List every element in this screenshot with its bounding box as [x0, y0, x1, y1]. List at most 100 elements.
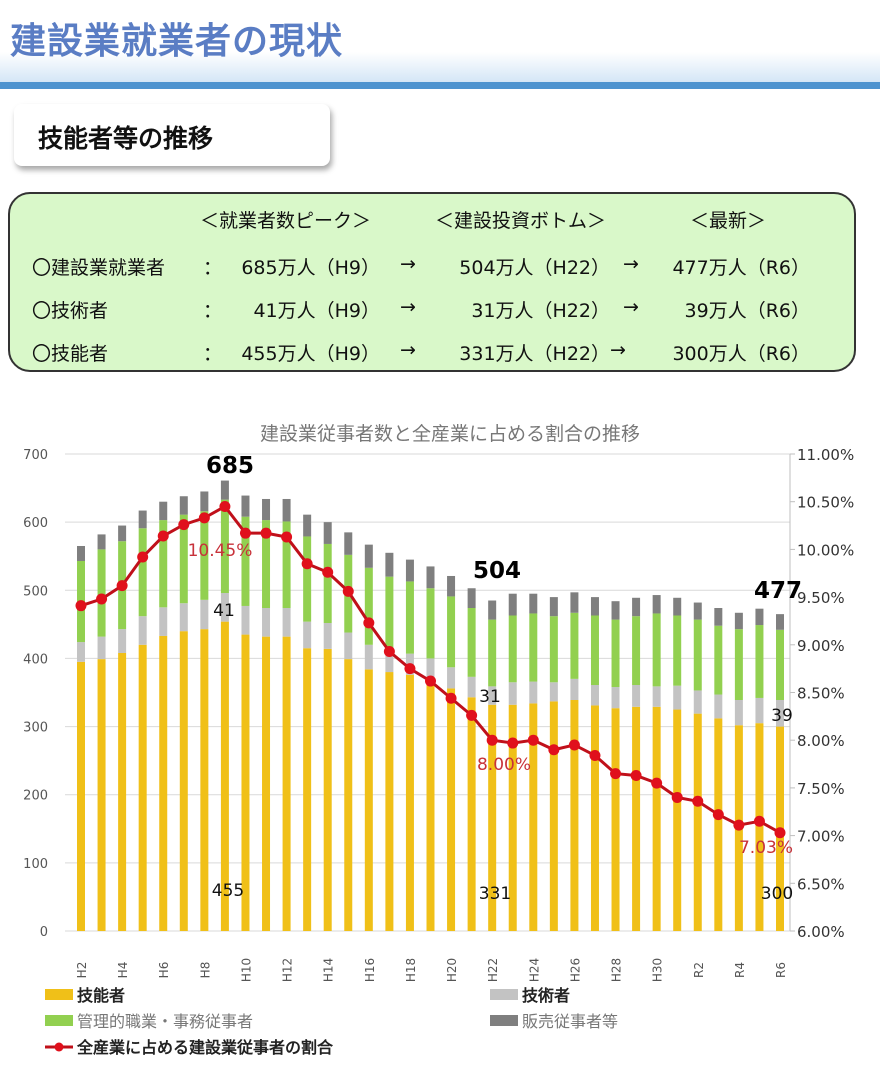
bar-segment [241, 495, 250, 517]
x-tick-label: H26 [568, 958, 582, 982]
legend-swatch [490, 1015, 518, 1026]
y2-tick-label: 9.00% [797, 637, 845, 655]
bar-segment [405, 674, 414, 931]
bar-segment [652, 706, 661, 931]
bar-segment [611, 687, 620, 709]
bar-segment [488, 704, 497, 931]
ratio-point [178, 519, 190, 531]
bar-segment [590, 685, 599, 706]
bar-segment [385, 672, 394, 931]
bar-segment [77, 661, 85, 931]
ratio-point [198, 512, 210, 524]
bar-segment [549, 682, 558, 702]
y-tick-label: 700 [23, 448, 48, 463]
bar-segment [77, 642, 85, 662]
x-tick-label: H8 [198, 962, 212, 979]
bar-segment [632, 597, 641, 617]
header-rule [0, 82, 880, 89]
bar-segment [159, 635, 168, 931]
bar-segment [159, 501, 168, 521]
row-label: 〇技術者 [32, 300, 109, 322]
ratio-point [610, 768, 622, 780]
bar-segment [282, 636, 291, 931]
data-label-ratio: 10.45% [188, 541, 253, 561]
data-label-skilled: 331 [479, 884, 511, 904]
ratio-point [527, 734, 539, 746]
bar-segment [570, 612, 579, 679]
ratio-point [383, 645, 395, 657]
bar-segment [138, 644, 147, 931]
bar-segment [118, 652, 127, 931]
bar-segment [262, 498, 271, 521]
ratio-point [507, 737, 519, 749]
ratio-point [157, 530, 169, 542]
bar-segment [776, 629, 784, 700]
x-tick-label: H2 [75, 962, 89, 979]
y2-tick-label: 9.50% [797, 589, 845, 607]
bar-segment [590, 615, 599, 686]
ratio-point [651, 777, 663, 789]
bar-segment [611, 601, 620, 620]
ratio-point [733, 819, 745, 831]
row-sep: ： [203, 257, 223, 279]
x-tick-label: H4 [116, 962, 130, 979]
legend-label: 技能者 [77, 986, 125, 1005]
x-tick-label: H10 [239, 958, 253, 982]
bar-segment [323, 543, 332, 623]
bar-segment [385, 576, 394, 652]
y2-tick-label: 7.50% [797, 780, 845, 798]
ratio-point [219, 500, 231, 512]
bar-segment [776, 699, 784, 727]
bar-segment [282, 608, 291, 637]
y2-tick-label: 8.50% [797, 685, 845, 703]
bar-segment [303, 514, 312, 537]
row-sep: ： [203, 343, 223, 365]
bar-segment [549, 701, 558, 931]
arrow: → [623, 296, 639, 318]
bar-segment [344, 659, 353, 931]
bar-segment [467, 697, 476, 931]
bar-segment [426, 588, 435, 659]
bar-segment [508, 704, 517, 931]
data-label-total: 685 [206, 453, 254, 479]
y2-tick-label: 10.50% [797, 494, 854, 512]
row-bottom: 331万人（H22） [459, 343, 610, 365]
col-header-latest: ＜最新＞ [690, 210, 767, 232]
ratio-point [75, 600, 87, 612]
bar-segment [426, 658, 435, 682]
bar-segment [138, 528, 147, 617]
y2-tick-label: 11.00% [797, 446, 854, 464]
bar-segment [488, 600, 497, 620]
legend-swatch [45, 989, 73, 1000]
bar-segment [426, 566, 435, 589]
ratio-point [692, 795, 704, 807]
bar-segment [755, 723, 764, 931]
bar-segment [714, 608, 723, 626]
bar-segment [570, 592, 579, 613]
x-tick-label: H14 [322, 958, 336, 982]
header-band [0, 52, 880, 82]
data-label-technician: 31 [479, 687, 501, 707]
bar-segment [693, 690, 702, 714]
row-latest: 300万人（R6） [672, 343, 810, 365]
bar-segment [364, 544, 373, 568]
bar-segment [179, 603, 188, 632]
x-tick-label: R6 [774, 962, 788, 978]
bar-segment [323, 622, 332, 649]
bar-segment [118, 629, 127, 653]
x-tick-label: H30 [651, 958, 665, 982]
bar-segment [632, 706, 641, 931]
bar-segment [549, 616, 558, 683]
bar-segment [159, 607, 168, 636]
bar-segment [344, 532, 353, 555]
bar-segment [673, 709, 682, 931]
legend-label: 全産業に占める建設業従事者の割合 [76, 1038, 334, 1057]
bar-segment [714, 694, 723, 719]
data-label-total: 477 [754, 578, 802, 604]
ratio-point [486, 734, 498, 746]
bar-segment [488, 686, 497, 705]
bar-segment [241, 516, 250, 606]
bar-segment [549, 597, 558, 617]
ratio-point [137, 551, 149, 563]
ratio-point [466, 709, 478, 721]
